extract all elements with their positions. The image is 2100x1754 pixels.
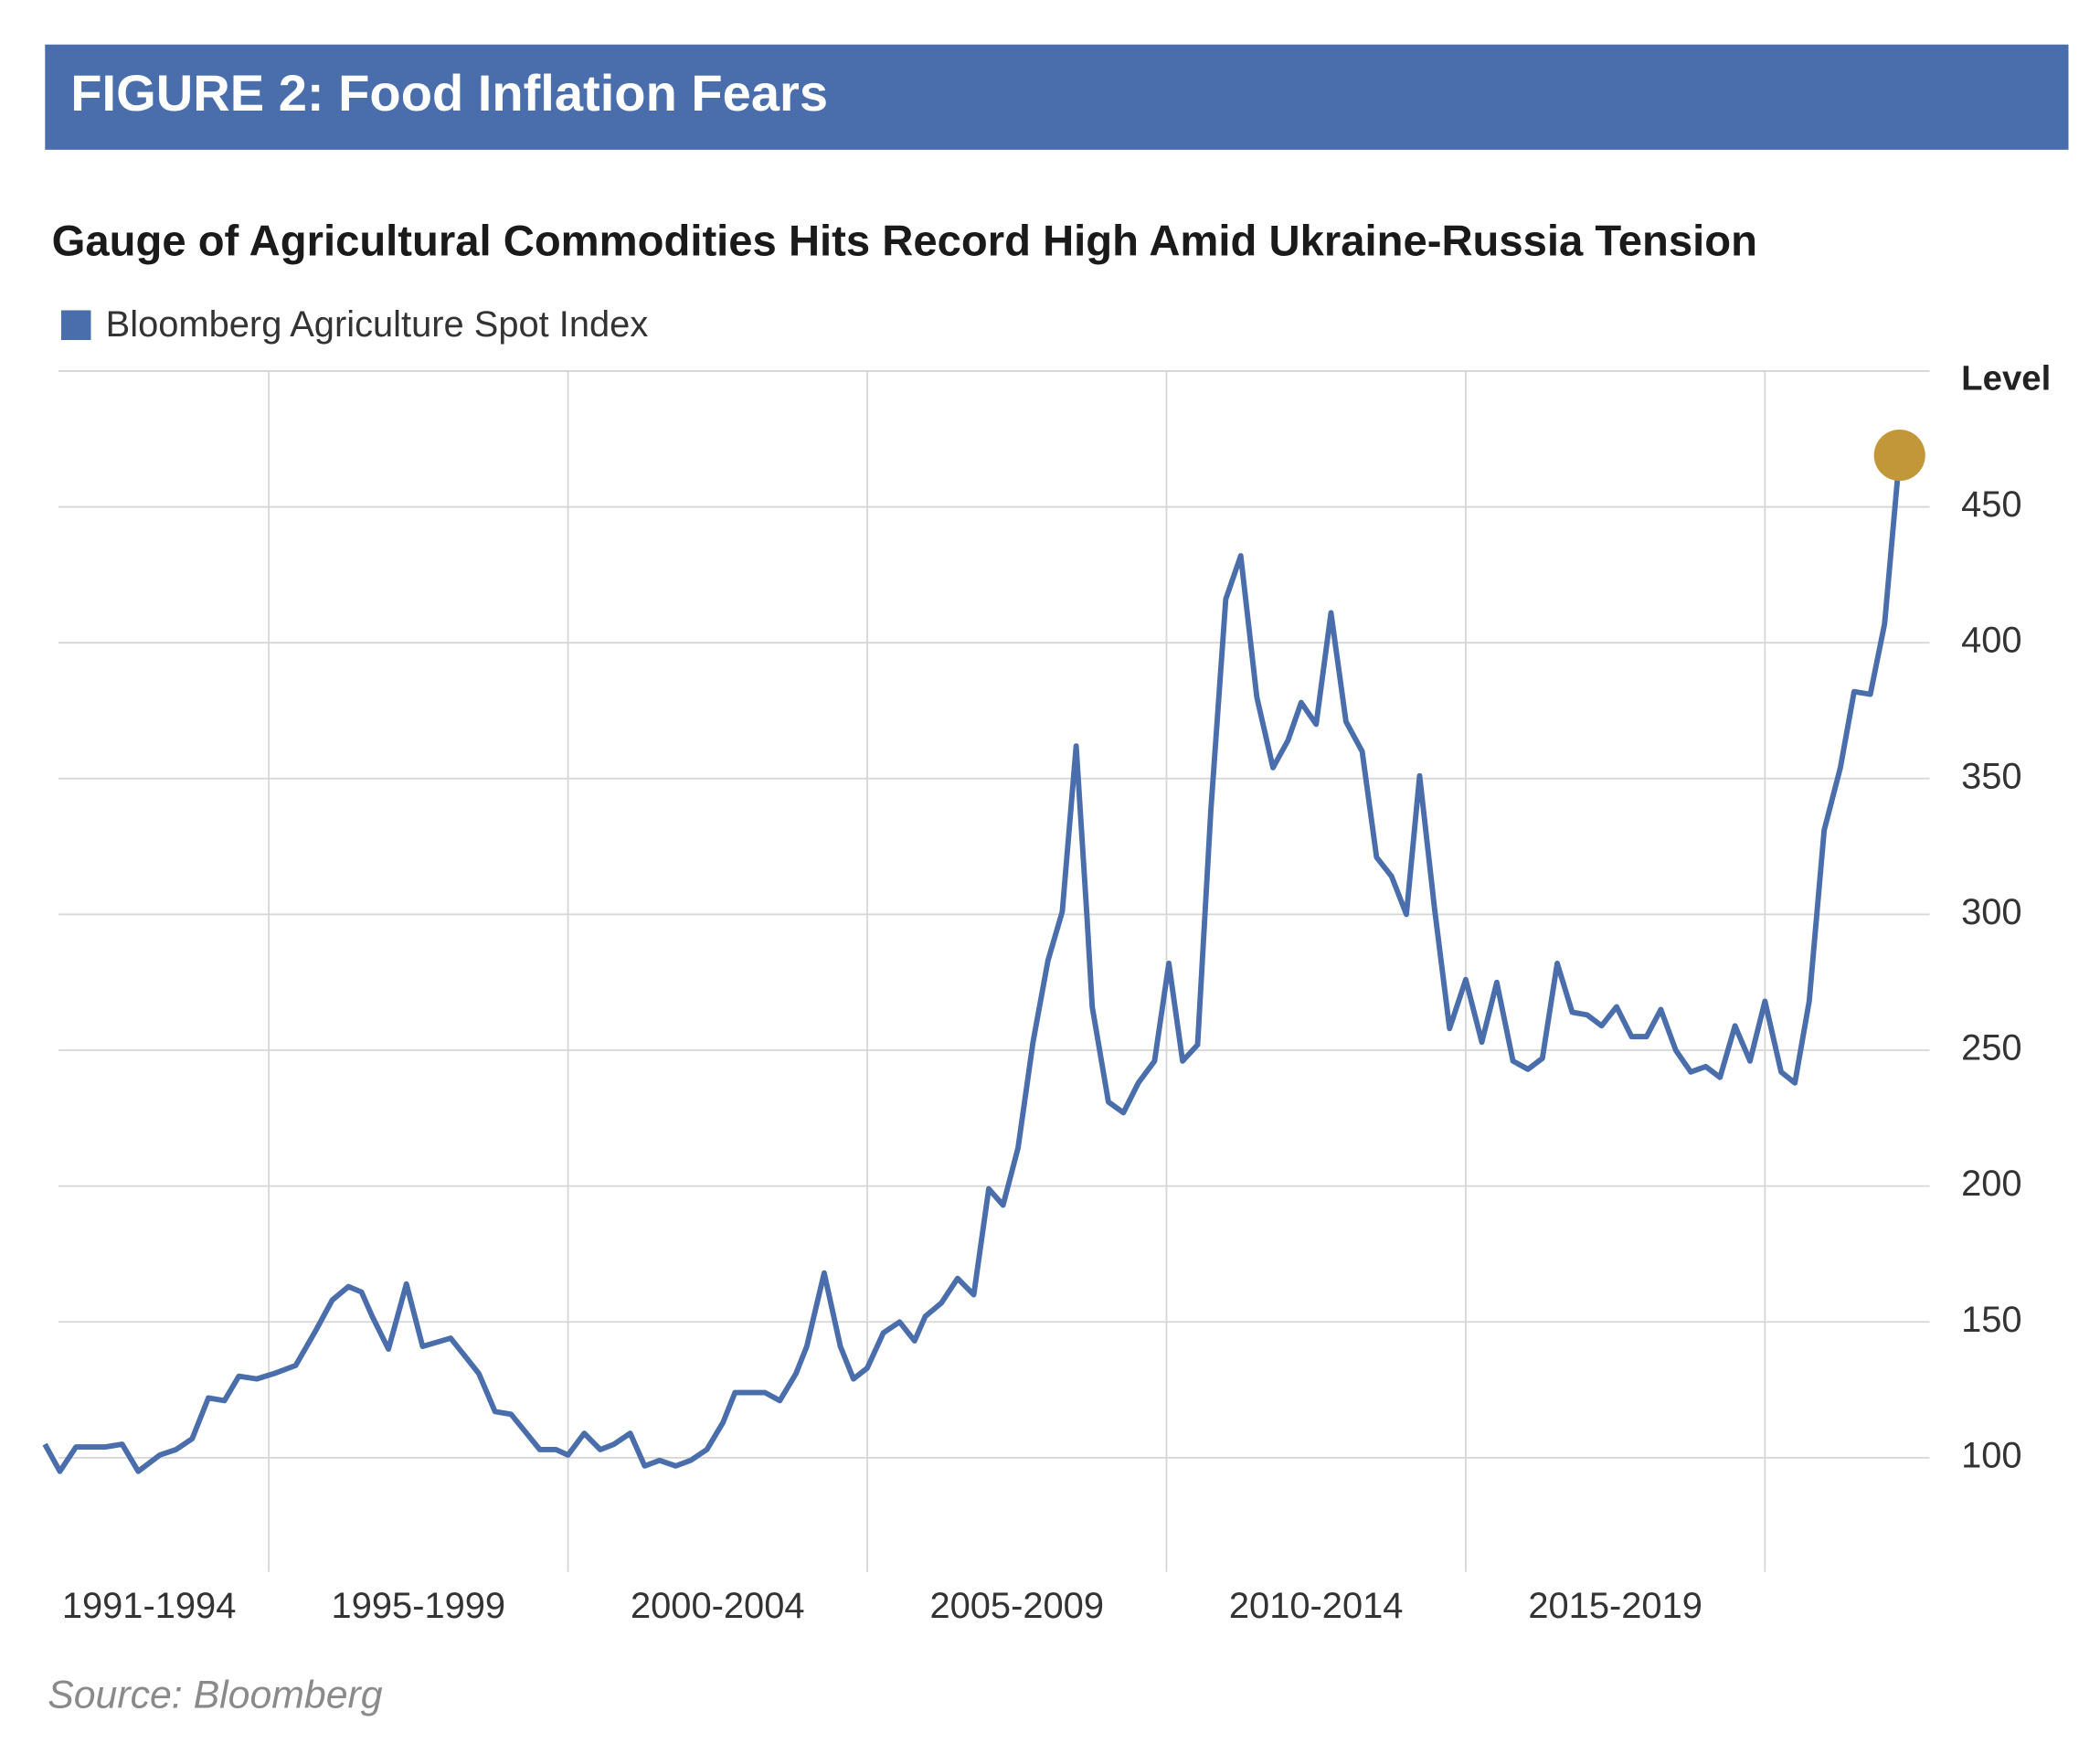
chart-title: Gauge of Agricultural Commodities Hits R…	[52, 218, 1757, 266]
y-axis-label: Level	[1961, 358, 2051, 398]
x-tick-label: 2000-2004	[631, 1586, 805, 1626]
x-tick-label: 1995-1999	[332, 1586, 506, 1626]
y-tick-label: 150	[1961, 1300, 2021, 1340]
highlight-point	[1873, 430, 1925, 482]
x-tick-label: 1991-1994	[62, 1586, 237, 1626]
y-tick-label: 100	[1961, 1435, 2021, 1475]
y-tick-label: 350	[1961, 756, 2021, 796]
y-tick-label: 200	[1961, 1164, 2021, 1204]
y-tick-label: 400	[1961, 621, 2021, 661]
header-title: FIGURE 2: Food Inflation Fears	[70, 64, 828, 122]
source: Source: Bloomberg	[48, 1673, 383, 1717]
x-tick-label: 2015-2019	[1528, 1586, 1702, 1626]
y-tick-label: 450	[1961, 484, 2021, 525]
legend-label: Bloomberg Agriculture Spot Index	[106, 304, 649, 345]
header-bar	[45, 44, 2069, 150]
legend-swatch	[60, 310, 91, 340]
x-tick-label: 2010-2014	[1229, 1586, 1404, 1626]
line	[42, 454, 1903, 1474]
x-tick-label: 2005-2009	[929, 1586, 1104, 1626]
y-tick-label: 250	[1961, 1028, 2021, 1068]
y-tick-label: 300	[1961, 892, 2021, 932]
